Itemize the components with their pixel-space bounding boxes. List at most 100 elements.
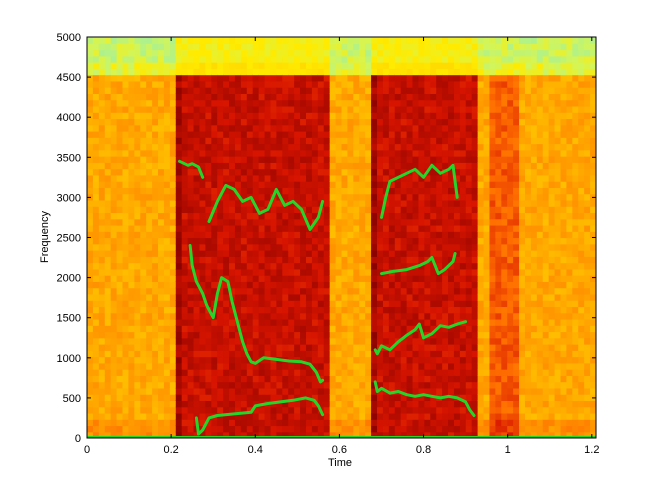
spectrogram-cell <box>116 281 124 289</box>
spectrogram-cell <box>288 93 295 101</box>
spectrogram-cell <box>471 431 479 438</box>
spectrogram-cell <box>181 37 189 44</box>
spectrogram-cell <box>258 262 266 270</box>
spectrogram-cell <box>211 362 218 370</box>
spectrogram-cell <box>199 112 206 120</box>
spectrogram-cell <box>87 149 94 157</box>
spectrogram-cell <box>436 187 443 195</box>
spectrogram-cell <box>234 218 242 226</box>
spectrogram-cell <box>152 68 159 76</box>
spectrogram-cell <box>400 250 408 257</box>
spectrogram-cell <box>140 168 147 176</box>
spectrogram-cell <box>418 149 425 157</box>
spectrogram-cell <box>365 387 372 395</box>
spectrogram-cell <box>92 80 100 88</box>
spectrogram-cell <box>140 218 147 226</box>
spectrogram-cell <box>530 118 538 126</box>
spectrogram-cell <box>276 199 283 207</box>
spectrogram-cell <box>412 400 420 408</box>
spectrogram-cell <box>323 425 331 433</box>
spectrogram-cell <box>513 162 520 170</box>
spectrogram-cell <box>353 362 360 370</box>
spectrogram-cell <box>276 293 283 301</box>
spectrogram-cell <box>471 250 479 257</box>
spectrogram-cell <box>311 293 319 301</box>
spectrogram-cell <box>524 256 532 264</box>
spectrogram-cell <box>311 162 319 170</box>
spectrogram-cell <box>548 412 556 420</box>
spectrogram-cell <box>264 431 272 438</box>
spectrogram-cell <box>459 369 467 376</box>
spectrogram-cell <box>276 124 283 132</box>
spectrogram-cell <box>187 137 195 145</box>
spectrogram-cell <box>252 275 260 282</box>
spectrogram-cell <box>116 118 124 126</box>
spectrogram-cell <box>365 406 372 414</box>
spectrogram-cell <box>104 168 112 176</box>
spectrogram-cell <box>341 231 349 239</box>
spectrogram-cell <box>359 287 366 295</box>
spectrogram-cell <box>87 275 94 282</box>
spectrogram-cell <box>365 187 372 195</box>
spectrogram-cell <box>377 318 384 326</box>
spectrogram-cell <box>430 325 437 333</box>
spectrogram-cell <box>181 300 189 308</box>
spectrogram-cell <box>424 80 431 88</box>
spectrogram-cell <box>489 419 496 427</box>
spectrogram-cell <box>536 112 544 120</box>
spectrogram-cell <box>453 312 461 320</box>
spectrogram-cell <box>483 206 491 214</box>
spectrogram-cell <box>371 181 378 188</box>
spectrogram-cell <box>175 62 183 69</box>
spectrogram-cell <box>412 250 420 257</box>
spectrogram-cell <box>353 400 360 408</box>
spectrogram-cell <box>264 419 272 427</box>
spectrogram-cell <box>382 250 390 257</box>
spectrogram-cell <box>146 174 153 182</box>
spectrogram-cell <box>477 130 485 138</box>
spectrogram-cell <box>377 156 384 163</box>
spectrogram-cell <box>300 181 307 188</box>
spectrogram-cell <box>140 224 147 232</box>
spectrogram-cell <box>353 325 360 333</box>
spectrogram-cell <box>234 281 242 289</box>
spectrogram-cell <box>453 400 461 408</box>
spectrogram-cell <box>341 199 349 207</box>
spectrogram-cell <box>388 356 396 364</box>
spectrogram-cell <box>477 181 485 188</box>
spectrogram-cell <box>542 381 550 389</box>
spectrogram-cell <box>465 187 473 195</box>
spectrogram-cell <box>347 143 354 151</box>
spectrogram-cell <box>412 387 420 395</box>
spectrogram-cell <box>163 356 171 364</box>
spectrogram-cell <box>175 300 183 308</box>
spectrogram-cell <box>300 375 307 383</box>
spectrogram-cell <box>98 193 106 201</box>
spectrogram-cell <box>270 124 277 132</box>
spectrogram-cell <box>211 387 218 395</box>
spectrogram-cell <box>436 419 443 427</box>
spectrogram-cell <box>140 318 147 326</box>
spectrogram-cell <box>311 206 319 214</box>
spectrogram-cell <box>305 118 313 126</box>
spectrogram-cell <box>181 243 189 251</box>
spectrogram-cell <box>276 68 283 76</box>
spectrogram-cell <box>471 387 479 395</box>
spectrogram-cell <box>181 262 189 270</box>
spectrogram-cell <box>217 55 224 63</box>
spectrogram-cell <box>305 356 313 364</box>
spectrogram-cell <box>406 237 414 245</box>
spectrogram-cell <box>110 344 118 351</box>
spectrogram-cell <box>134 350 141 358</box>
spectrogram-cell <box>418 387 425 395</box>
spectrogram-cell <box>347 331 354 339</box>
spectrogram-cell <box>388 300 396 308</box>
spectrogram-cell <box>146 356 153 364</box>
spectrogram-cell <box>163 149 171 157</box>
spectrogram-cell <box>353 206 360 214</box>
spectrogram-cell <box>513 250 520 257</box>
spectrogram-cell <box>465 99 473 107</box>
spectrogram-cell <box>353 275 360 282</box>
spectrogram-cell <box>359 406 366 414</box>
spectrogram-cell <box>152 181 159 188</box>
